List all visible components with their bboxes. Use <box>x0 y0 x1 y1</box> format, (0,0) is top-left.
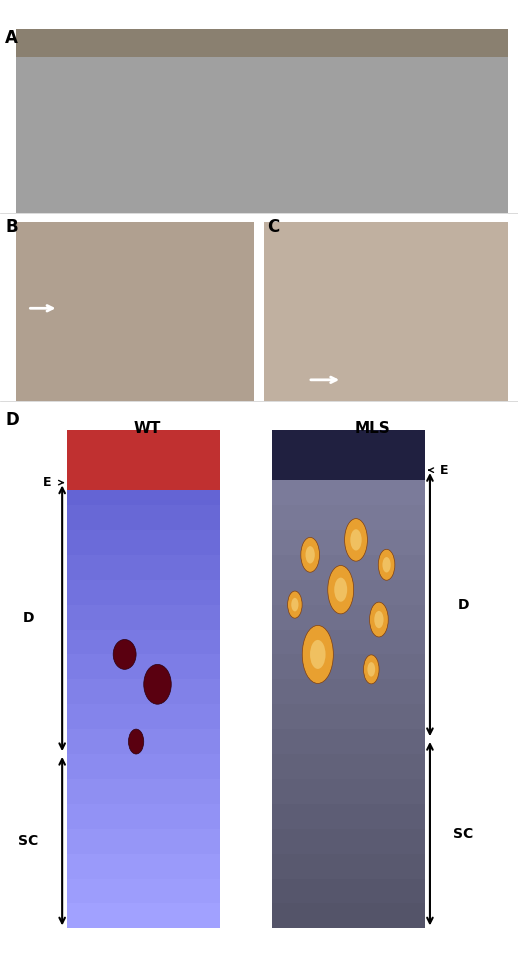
FancyBboxPatch shape <box>272 604 425 630</box>
FancyBboxPatch shape <box>272 779 425 804</box>
FancyBboxPatch shape <box>67 430 220 490</box>
FancyBboxPatch shape <box>67 704 220 729</box>
FancyBboxPatch shape <box>272 630 425 655</box>
FancyBboxPatch shape <box>272 579 425 604</box>
Text: B: B <box>5 218 18 236</box>
Text: E: E <box>440 463 449 477</box>
FancyBboxPatch shape <box>67 679 220 704</box>
FancyBboxPatch shape <box>272 505 425 530</box>
Circle shape <box>375 611 383 629</box>
Circle shape <box>367 662 375 677</box>
FancyBboxPatch shape <box>272 555 425 580</box>
FancyBboxPatch shape <box>67 779 220 804</box>
Text: WT: WT <box>134 421 161 436</box>
Circle shape <box>306 546 315 564</box>
Text: SC: SC <box>453 827 474 840</box>
Circle shape <box>364 655 379 684</box>
Ellipse shape <box>128 729 144 754</box>
Text: C: C <box>267 218 279 236</box>
Circle shape <box>382 557 391 572</box>
FancyBboxPatch shape <box>67 754 220 779</box>
FancyBboxPatch shape <box>272 729 425 754</box>
FancyBboxPatch shape <box>272 455 425 480</box>
Circle shape <box>301 538 320 572</box>
Text: D: D <box>23 611 34 626</box>
FancyBboxPatch shape <box>67 655 220 679</box>
FancyBboxPatch shape <box>67 579 220 604</box>
FancyBboxPatch shape <box>264 222 508 401</box>
FancyBboxPatch shape <box>67 430 220 455</box>
FancyBboxPatch shape <box>67 530 220 555</box>
Circle shape <box>328 566 354 614</box>
Circle shape <box>350 529 362 550</box>
Circle shape <box>370 602 388 637</box>
FancyBboxPatch shape <box>272 829 425 854</box>
FancyBboxPatch shape <box>272 430 425 480</box>
FancyBboxPatch shape <box>272 530 425 555</box>
Ellipse shape <box>113 639 136 669</box>
Circle shape <box>334 577 347 601</box>
FancyBboxPatch shape <box>272 804 425 829</box>
Text: MLS: MLS <box>355 421 391 436</box>
FancyBboxPatch shape <box>272 679 425 704</box>
Text: SC: SC <box>18 835 39 848</box>
FancyBboxPatch shape <box>272 430 425 928</box>
FancyBboxPatch shape <box>16 29 508 213</box>
FancyBboxPatch shape <box>67 804 220 829</box>
FancyBboxPatch shape <box>67 903 220 928</box>
FancyBboxPatch shape <box>67 854 220 878</box>
FancyBboxPatch shape <box>272 655 425 679</box>
Ellipse shape <box>143 664 171 704</box>
FancyBboxPatch shape <box>272 878 425 903</box>
FancyBboxPatch shape <box>16 222 254 401</box>
FancyBboxPatch shape <box>272 903 425 928</box>
FancyBboxPatch shape <box>272 704 425 729</box>
Text: D: D <box>458 598 469 611</box>
Circle shape <box>287 591 302 618</box>
FancyBboxPatch shape <box>16 29 508 56</box>
FancyBboxPatch shape <box>67 829 220 854</box>
FancyBboxPatch shape <box>67 729 220 754</box>
Circle shape <box>344 518 367 561</box>
Circle shape <box>310 640 325 669</box>
Circle shape <box>291 598 298 611</box>
FancyBboxPatch shape <box>67 505 220 530</box>
FancyBboxPatch shape <box>272 854 425 878</box>
FancyBboxPatch shape <box>272 754 425 779</box>
FancyBboxPatch shape <box>272 481 425 505</box>
FancyBboxPatch shape <box>67 555 220 580</box>
Text: A: A <box>5 29 18 47</box>
Text: D: D <box>5 411 19 429</box>
Circle shape <box>378 549 395 580</box>
FancyBboxPatch shape <box>67 455 220 480</box>
FancyBboxPatch shape <box>67 430 220 928</box>
FancyBboxPatch shape <box>272 430 425 455</box>
FancyBboxPatch shape <box>67 878 220 903</box>
FancyBboxPatch shape <box>67 630 220 655</box>
FancyBboxPatch shape <box>67 481 220 505</box>
FancyBboxPatch shape <box>67 604 220 630</box>
Text: E: E <box>44 476 52 489</box>
Circle shape <box>303 626 334 684</box>
